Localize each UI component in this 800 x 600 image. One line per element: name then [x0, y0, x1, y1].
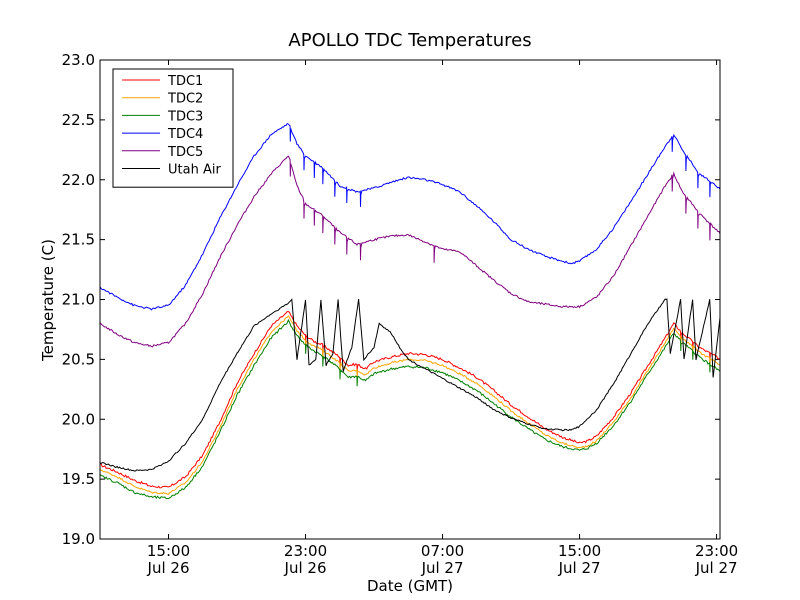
y-tick-label: 20.5: [62, 350, 95, 368]
legend-label: TDC3: [167, 109, 203, 124]
x-tick-time-label: 23:00: [695, 542, 738, 560]
x-tick-time-label: 15:00: [558, 542, 601, 560]
series-line-tdc3: [99, 318, 721, 500]
legend-label: Utah Air: [168, 163, 221, 178]
y-tick-label: 20.0: [62, 410, 95, 428]
legend-box: [112, 68, 234, 188]
x-tick-date-label: Jul 27: [558, 559, 601, 577]
legend-label: TDC2: [167, 92, 203, 107]
plot-frame: [99, 59, 721, 540]
series-line-utah-air: [99, 298, 721, 472]
x-tick-date-label: Jul 27: [421, 559, 464, 577]
x-tick-date-label: Jul 27: [695, 559, 738, 577]
series-line-tdc4: [99, 122, 721, 311]
legend-label: TDC1: [167, 74, 203, 89]
y-tick-label: 19.5: [62, 470, 95, 488]
legend-label: TDC5: [167, 145, 203, 160]
x-tick-time-label: 07:00: [421, 542, 464, 560]
x-axis-label: Date (GMT): [367, 577, 453, 595]
y-tick-label: 22.0: [62, 171, 95, 189]
series-line-tdc1: [99, 310, 721, 489]
y-tick-label: 21.0: [62, 291, 95, 309]
y-tick-label: 23.0: [62, 51, 95, 69]
x-tick-time-label: 23:00: [284, 542, 327, 560]
x-tick-time-label: 15:00: [147, 542, 190, 560]
legend: TDC1 TDC2 TDC3 TDC4 TDC5 Utah Air: [112, 68, 234, 188]
y-tick-label: 22.5: [62, 111, 95, 129]
y-axis-label: Temperature (C): [39, 239, 57, 362]
series-line-tdc5: [99, 155, 721, 348]
y-tick-label: 21.5: [62, 231, 95, 249]
y-tick-label: 19.0: [62, 530, 95, 548]
y-axis-ticks: 19.0 19.5 20.0 20.5 21.0 21.5 22.0 22.5 23.0: [62, 51, 720, 548]
chart-title: APOLLO TDC Temperatures: [288, 30, 531, 51]
x-tick-date-label: Jul 26: [284, 559, 327, 577]
legend-label: TDC4: [167, 127, 203, 142]
series-lines: [99, 122, 721, 500]
x-tick-date-label: Jul 26: [147, 559, 190, 577]
